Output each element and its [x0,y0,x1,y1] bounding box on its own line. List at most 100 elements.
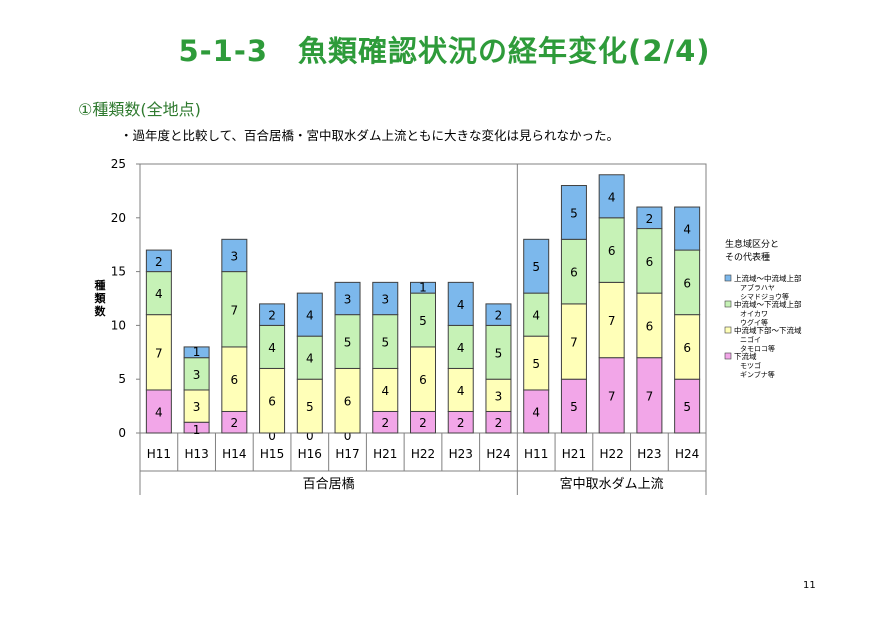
bar-segment [674,314,701,380]
legend-label: 下流域 [734,351,757,361]
data-label: 4 [532,405,540,419]
legend-title: 生息域区分と [725,238,779,250]
data-label: 7 [231,303,239,317]
x-tick-label: H13 [184,447,208,461]
data-label: 5 [306,400,314,414]
x-tick-label: H21 [373,447,397,461]
bar-segment [259,324,286,369]
data-label: 7 [646,389,654,403]
bar-segment [560,238,587,305]
data-label: 5 [532,260,540,274]
data-label: 6 [570,266,578,280]
data-label: 5 [495,346,503,360]
data-label: 5 [683,400,691,414]
legend-species: モツゴ [740,361,761,370]
group-label: 百合居橋 [303,477,355,492]
data-label: 6 [683,276,691,290]
bar-segment [447,281,474,326]
bar-segment [674,206,701,251]
data-label: 7 [608,314,616,328]
data-label: 1 [419,280,427,294]
data-label: 4 [268,341,276,355]
data-label: 6 [683,341,691,355]
legend-swatch [724,274,732,282]
x-tick-label: H11 [524,447,548,461]
bar-segment [447,367,474,412]
summary-note: ・過年度と比較して、百合居橋・宮中取水ダム上流ともに大きな変化は見られなかった。 [120,128,620,143]
data-label: 6 [231,373,239,387]
data-label: 3 [231,249,239,263]
bar-segment [523,292,550,337]
bar-segment [523,389,550,434]
section-heading: ①種類数(全地点) [78,100,201,119]
data-label: 2 [155,255,163,269]
legend-species: ニゴイ [740,335,761,344]
x-tick-label: H22 [411,447,435,461]
data-label: 3 [193,400,201,414]
y-tick-label: 10 [111,318,126,332]
y-tick-label: 15 [111,265,126,279]
x-tick-label: H15 [260,447,284,461]
data-label: 4 [457,341,465,355]
bar-segment [334,281,361,316]
x-tick-label: H24 [486,447,510,461]
bar-segment [410,292,436,348]
legend-species: タモロコ等 [740,344,775,353]
data-label: 6 [646,255,654,269]
data-label: 3 [381,293,389,307]
data-label: 2 [419,416,427,430]
data-label: 4 [155,405,163,419]
y-tick-label: 5 [118,372,126,386]
data-label: 2 [457,416,465,430]
data-label: 2 [231,416,239,430]
data-label: 6 [646,319,654,333]
bar-segment [523,335,550,391]
bar-segment [598,174,625,219]
data-label: 0 [306,429,314,443]
bar-segment [410,346,436,412]
bar-segment [485,303,512,326]
bar-segment [183,389,210,423]
legend-species: シマドジョウ等 [740,292,789,301]
data-label: 4 [608,190,616,204]
data-label: 5 [532,357,540,371]
x-tick-label: H11 [147,447,171,461]
legend-species: アブラハヤ [740,283,775,292]
data-label: 1 [193,345,201,359]
bar-segment [410,281,436,294]
data-label: 2 [268,309,276,323]
y-tick-label: 25 [111,157,126,171]
data-label: 4 [532,309,540,323]
data-label: 6 [608,244,616,258]
bar-segment [296,378,323,434]
bar-segment [523,238,550,294]
data-label: 7 [155,346,163,360]
data-label: 3 [495,389,503,403]
data-label: 4 [155,287,163,301]
legend-label: 中流域～下流域上部 [734,299,802,309]
data-label: 6 [344,395,352,409]
bar-segment [296,292,323,337]
x-tick-label: H16 [298,447,322,461]
legend-swatch [724,352,732,360]
data-label: 5 [381,336,389,350]
x-tick-label: H21 [562,447,586,461]
data-label: 4 [457,298,465,312]
y-axis-label-char: 類 [94,291,107,305]
data-label: 7 [608,389,616,403]
y-axis-label-char: 数 [95,304,107,318]
bar-segment [259,367,286,434]
group-label: 宮中取水ダム上流 [560,476,664,492]
bar-segment [372,281,399,316]
bar-segment [674,378,701,434]
data-label: 4 [381,384,389,398]
bar-segment [636,292,663,359]
data-label: 2 [495,416,503,430]
data-label: 2 [495,309,503,323]
y-tick-label: 20 [111,211,126,225]
bar-segment [145,389,172,434]
bar-segment [485,324,512,380]
bar-segment [221,238,248,273]
bar-segment [221,271,248,348]
